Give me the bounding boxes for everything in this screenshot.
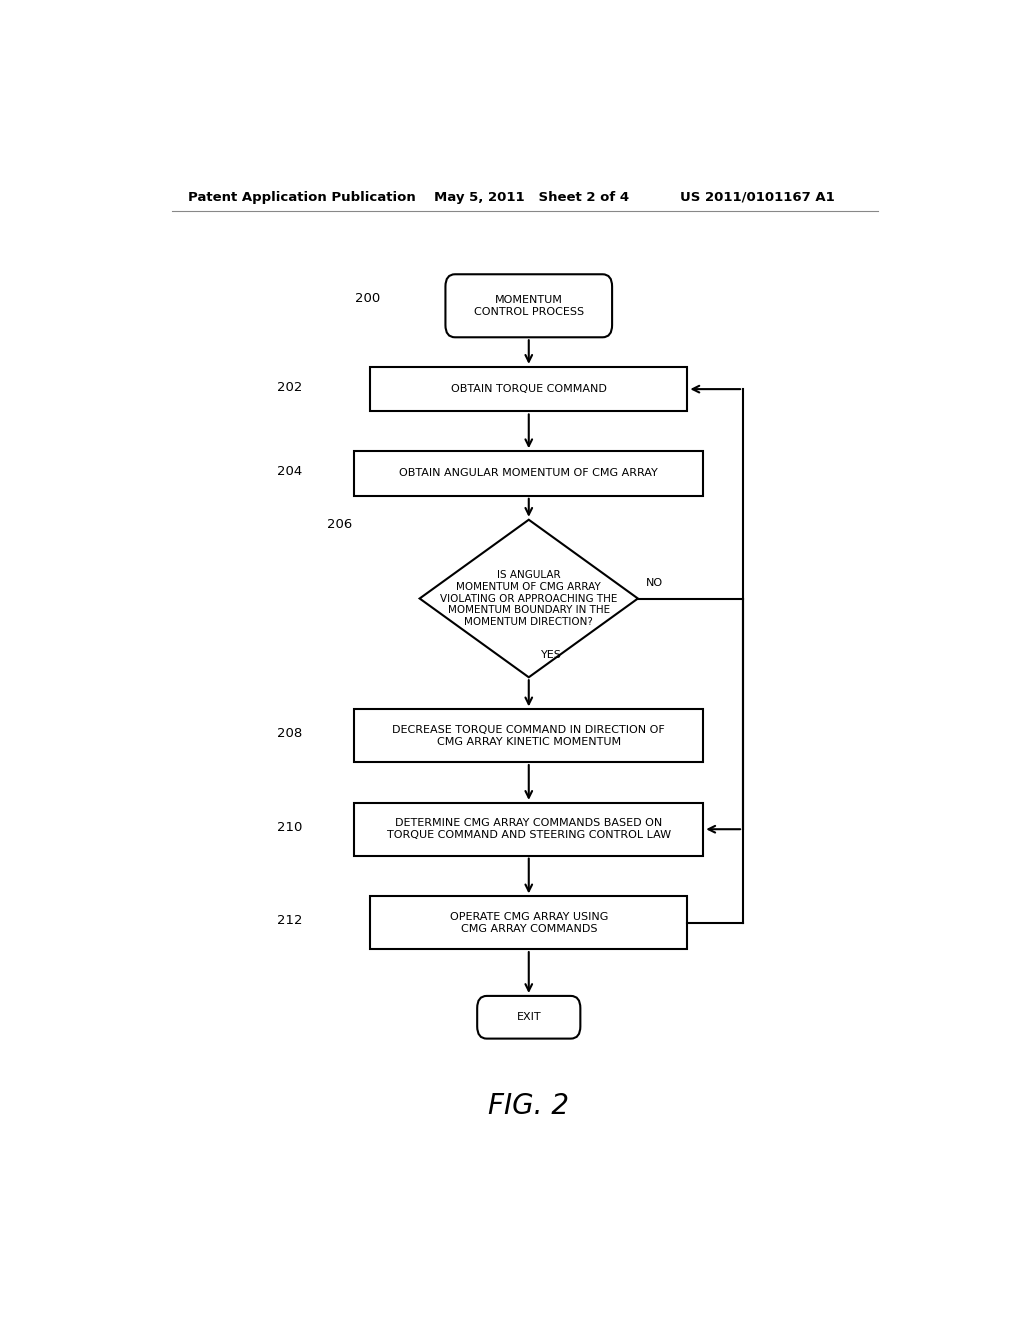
Text: OBTAIN TORQUE COMMAND: OBTAIN TORQUE COMMAND [451,384,606,395]
Text: FIG. 2: FIG. 2 [488,1092,569,1119]
Text: DETERMINE CMG ARRAY COMMANDS BASED ON
TORQUE COMMAND AND STEERING CONTROL LAW: DETERMINE CMG ARRAY COMMANDS BASED ON TO… [387,818,671,840]
Text: MOMENTUM
CONTROL PROCESS: MOMENTUM CONTROL PROCESS [474,294,584,317]
Text: 204: 204 [278,465,303,478]
FancyBboxPatch shape [477,995,581,1039]
Bar [354,451,703,496]
Text: IS ANGULAR
MOMENTUM OF CMG ARRAY
VIOLATING OR APPROACHING THE
MOMENTUM BOUNDARY : IS ANGULAR MOMENTUM OF CMG ARRAY VIOLATI… [440,570,617,627]
Text: YES: YES [541,649,561,660]
Text: 208: 208 [278,727,303,741]
Bar [354,709,703,762]
Text: EXIT: EXIT [516,1012,541,1022]
Text: 202: 202 [278,380,303,393]
Text: OBTAIN ANGULAR MOMENTUM OF CMG ARRAY: OBTAIN ANGULAR MOMENTUM OF CMG ARRAY [399,469,658,478]
FancyBboxPatch shape [445,275,612,338]
Text: 200: 200 [355,292,380,305]
Text: OPERATE CMG ARRAY USING
CMG ARRAY COMMANDS: OPERATE CMG ARRAY USING CMG ARRAY COMMAN… [450,912,608,933]
Bar [370,896,687,949]
Text: Patent Application Publication: Patent Application Publication [187,190,416,203]
Text: 206: 206 [327,517,352,531]
Polygon shape [420,520,638,677]
Bar [370,367,687,412]
Text: 212: 212 [278,915,303,927]
Text: May 5, 2011   Sheet 2 of 4: May 5, 2011 Sheet 2 of 4 [433,190,629,203]
Bar [354,803,703,855]
Text: US 2011/0101167 A1: US 2011/0101167 A1 [680,190,835,203]
Text: DECREASE TORQUE COMMAND IN DIRECTION OF
CMG ARRAY KINETIC MOMENTUM: DECREASE TORQUE COMMAND IN DIRECTION OF … [392,725,666,747]
Text: NO: NO [646,578,663,589]
Text: 210: 210 [278,821,303,834]
